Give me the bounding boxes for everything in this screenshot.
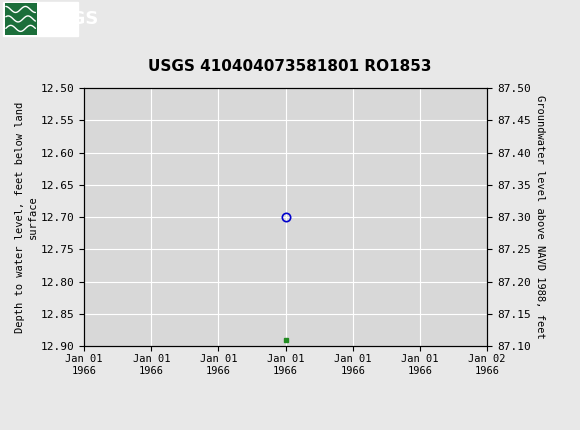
Bar (5, 3, 37, 35)
Legend: Period of approved data: Period of approved data (180, 426, 392, 430)
Text: USGS: USGS (44, 10, 99, 28)
Text: USGS 410404073581801 RO1853: USGS 410404073581801 RO1853 (148, 59, 432, 74)
Y-axis label: Depth to water level, feet below land
surface: Depth to water level, feet below land su… (14, 101, 38, 333)
Bar (3, 2, 78, 36)
Y-axis label: Groundwater level above NAVD 1988, feet: Groundwater level above NAVD 1988, feet (535, 95, 545, 339)
